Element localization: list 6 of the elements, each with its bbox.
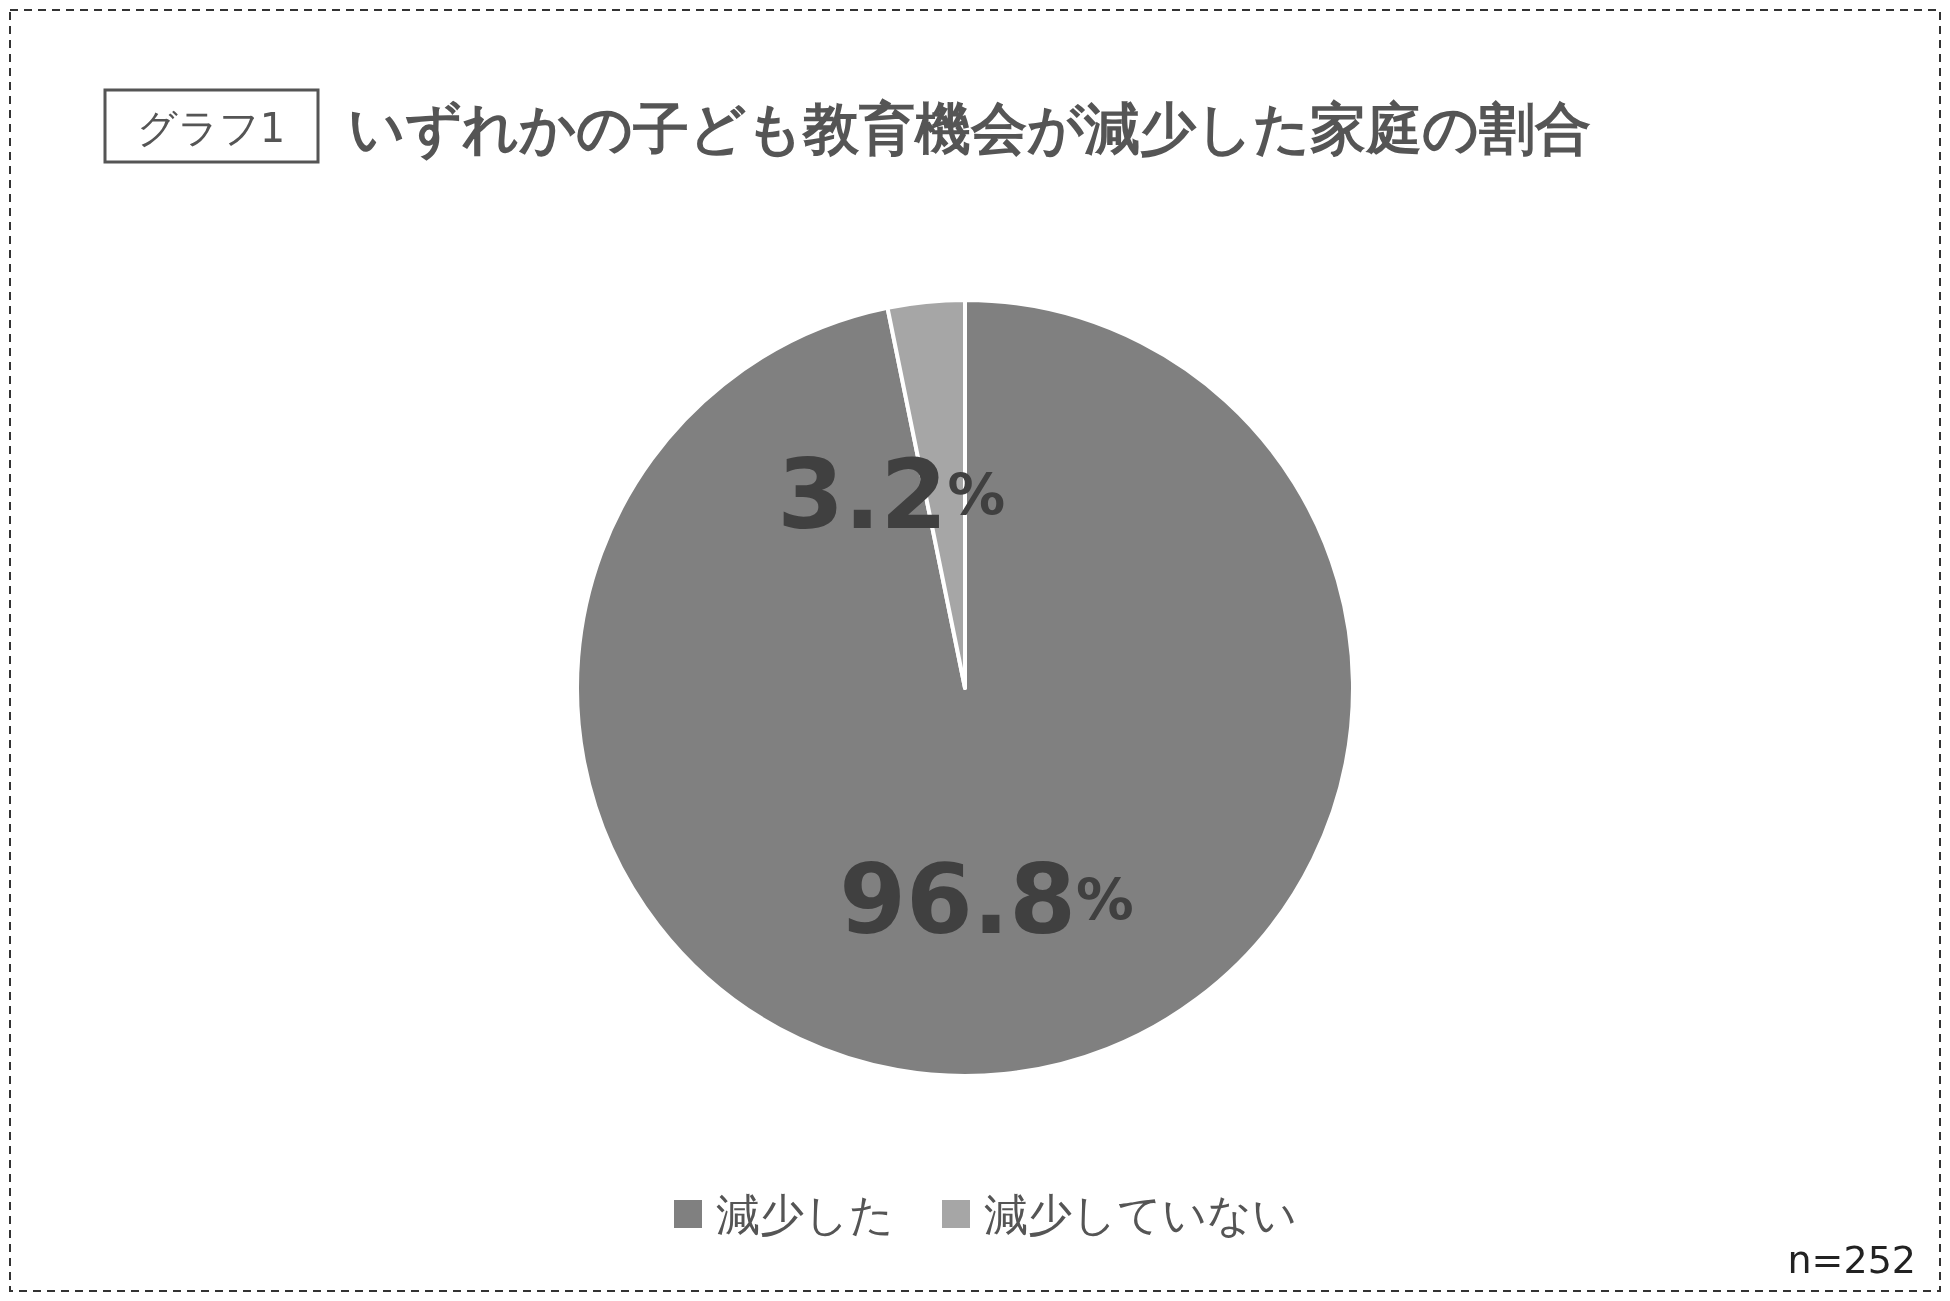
text: n=252 [1787, 1238, 1916, 1282]
data-label: 96.8% [839, 844, 1134, 957]
legend-label: 減少した [716, 1188, 894, 1240]
legend-label: 減少していない [984, 1188, 1297, 1240]
text: グラフ1 [136, 105, 286, 151]
chart-title: いずれかの子ども教育機会が減少した家庭の割合 [348, 95, 1591, 161]
